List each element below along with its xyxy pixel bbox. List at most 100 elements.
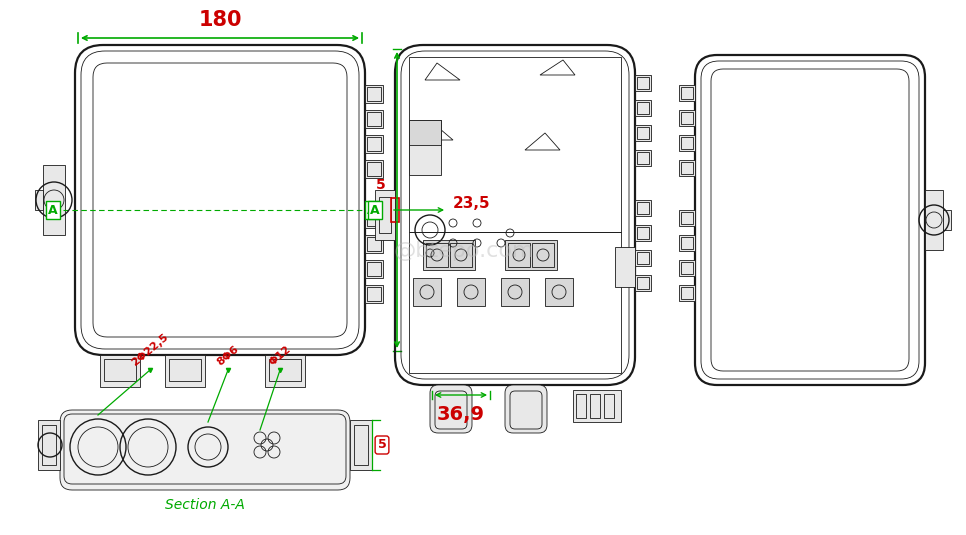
Bar xyxy=(269,359,301,381)
Text: A: A xyxy=(367,203,377,217)
Bar xyxy=(679,160,695,176)
Bar xyxy=(43,165,65,235)
Bar xyxy=(925,190,943,250)
Bar xyxy=(423,240,475,270)
Text: 5: 5 xyxy=(378,439,386,452)
Bar xyxy=(450,243,472,267)
Bar xyxy=(637,202,649,214)
Bar xyxy=(576,394,586,418)
Bar xyxy=(391,198,399,222)
Bar xyxy=(681,212,693,224)
Bar xyxy=(100,355,140,387)
Bar xyxy=(604,394,614,418)
Bar xyxy=(635,275,651,291)
Bar xyxy=(365,260,383,278)
Bar xyxy=(615,247,635,287)
Bar xyxy=(409,232,621,373)
Bar xyxy=(679,85,695,101)
Bar xyxy=(38,420,60,470)
Text: @btepo.com: @btepo.com xyxy=(393,241,534,262)
Bar xyxy=(681,162,693,174)
Text: 8Φ6: 8Φ6 xyxy=(215,344,241,368)
Bar xyxy=(367,137,381,151)
Bar xyxy=(367,212,381,226)
Bar xyxy=(367,87,381,101)
Bar xyxy=(35,190,43,210)
Bar xyxy=(409,120,441,175)
Bar xyxy=(637,152,649,164)
Bar xyxy=(637,227,649,239)
Bar xyxy=(637,277,649,289)
Bar xyxy=(379,197,391,233)
Text: A: A xyxy=(370,203,380,217)
Bar xyxy=(681,112,693,124)
FancyBboxPatch shape xyxy=(505,385,547,433)
Bar xyxy=(681,262,693,274)
Bar xyxy=(426,243,448,267)
Bar xyxy=(635,100,651,116)
Bar xyxy=(365,135,383,153)
Bar xyxy=(679,235,695,251)
Bar xyxy=(354,425,368,465)
Bar xyxy=(367,287,381,301)
Text: 5: 5 xyxy=(376,178,385,192)
Bar xyxy=(505,240,557,270)
Bar xyxy=(635,200,651,216)
Bar xyxy=(501,278,529,306)
Bar xyxy=(679,260,695,276)
Bar xyxy=(573,390,621,422)
Bar xyxy=(367,162,381,176)
Bar xyxy=(365,285,383,303)
Bar xyxy=(169,359,201,381)
Bar xyxy=(265,355,305,387)
Bar xyxy=(365,235,383,253)
Bar xyxy=(365,210,383,228)
Bar xyxy=(409,57,621,232)
Bar xyxy=(350,420,372,470)
Text: 2Φ22,5: 2Φ22,5 xyxy=(129,332,170,368)
Text: 36,9: 36,9 xyxy=(437,405,485,424)
Text: A: A xyxy=(48,203,58,217)
Bar xyxy=(681,287,693,299)
Bar xyxy=(365,85,383,103)
Bar xyxy=(679,110,695,126)
Bar xyxy=(532,243,554,267)
Bar xyxy=(681,137,693,149)
Bar xyxy=(367,112,381,126)
Bar xyxy=(635,150,651,166)
Bar xyxy=(367,237,381,251)
Bar xyxy=(635,225,651,241)
Bar xyxy=(635,250,651,266)
Bar xyxy=(679,285,695,301)
Bar xyxy=(545,278,573,306)
Bar xyxy=(681,237,693,249)
Bar xyxy=(42,425,56,465)
Text: Section A-A: Section A-A xyxy=(165,498,245,512)
Bar xyxy=(365,160,383,178)
Bar xyxy=(104,359,136,381)
Bar xyxy=(375,190,395,240)
Text: Φ12: Φ12 xyxy=(268,345,293,368)
Bar xyxy=(590,394,600,418)
Bar xyxy=(637,252,649,264)
Bar xyxy=(637,102,649,114)
Text: 180: 180 xyxy=(198,10,242,30)
Bar xyxy=(679,135,695,151)
Bar xyxy=(508,243,530,267)
Bar xyxy=(165,355,205,387)
Bar xyxy=(365,110,383,128)
FancyBboxPatch shape xyxy=(60,410,350,490)
Bar xyxy=(457,278,485,306)
Bar xyxy=(635,75,651,91)
Bar xyxy=(409,120,441,145)
Bar xyxy=(637,77,649,89)
Bar xyxy=(367,262,381,276)
Bar xyxy=(943,210,951,230)
Bar xyxy=(635,125,651,141)
Bar xyxy=(413,278,441,306)
Bar xyxy=(679,210,695,226)
Bar xyxy=(637,127,649,139)
Text: 23,5: 23,5 xyxy=(453,196,491,211)
Bar xyxy=(681,87,693,99)
FancyBboxPatch shape xyxy=(430,385,472,433)
